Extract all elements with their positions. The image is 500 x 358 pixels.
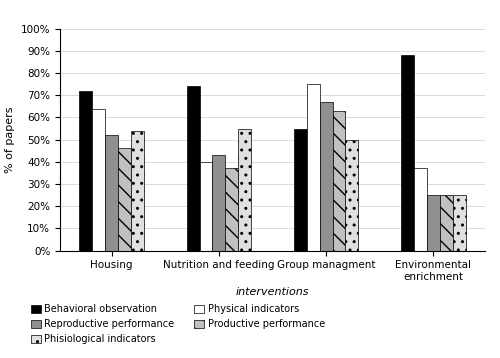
Bar <box>238 129 251 251</box>
Bar <box>414 169 427 251</box>
Bar <box>402 55 414 251</box>
Bar <box>212 155 226 251</box>
Bar <box>92 108 105 251</box>
Bar <box>226 169 238 251</box>
Bar <box>80 91 92 251</box>
Bar <box>440 195 453 251</box>
X-axis label: interventions: interventions <box>236 287 309 297</box>
Bar <box>186 86 200 251</box>
Bar <box>453 195 466 251</box>
Bar <box>307 84 320 251</box>
Bar <box>346 140 358 251</box>
Bar <box>131 131 143 251</box>
Legend: Behavioral observation, Reproductive performance, Phisiological indicators, Phys: Behavioral observation, Reproductive per… <box>31 304 325 344</box>
Bar <box>320 102 332 251</box>
Bar <box>332 111 345 251</box>
Bar <box>105 135 118 251</box>
Bar <box>294 129 307 251</box>
Bar <box>200 162 212 251</box>
Y-axis label: % of papers: % of papers <box>5 106 15 173</box>
Bar <box>427 195 440 251</box>
Bar <box>118 149 131 251</box>
